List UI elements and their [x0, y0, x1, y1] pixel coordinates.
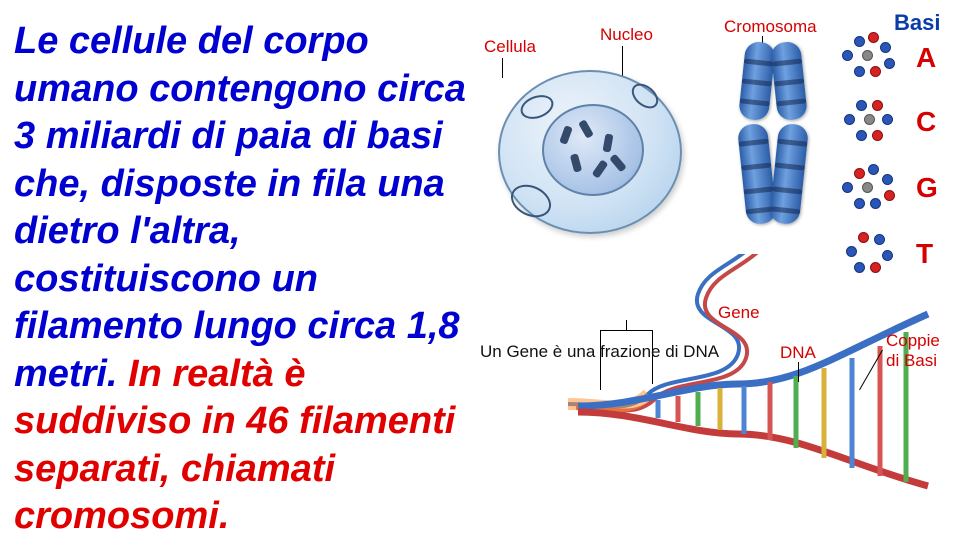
chromatin: [602, 133, 613, 152]
page: Le cellule del corpo umano contengono ci…: [0, 0, 959, 522]
base-molecule-g: [840, 164, 896, 212]
base-molecule-a: [840, 32, 896, 80]
chromatin: [559, 125, 573, 145]
chromatin: [570, 153, 582, 172]
text-blue: Le cellule del corpo umano contengono ci…: [14, 20, 466, 395]
dna-svg: [488, 254, 944, 494]
chromatin: [592, 159, 609, 178]
diagram-column: Cellula Nucleo Cromosoma Basi: [480, 0, 959, 522]
base-letter-g: G: [916, 172, 938, 204]
chromatin: [578, 119, 594, 139]
label-cromosoma: Cromosoma: [724, 18, 817, 35]
label-cellula: Cellula: [484, 38, 536, 55]
main-paragraph: Le cellule del corpo umano contengono ci…: [14, 18, 470, 541]
base-letter-c: C: [916, 106, 936, 138]
chromatin: [609, 154, 627, 173]
gene-caption: Un Gene è una frazione di DNA: [480, 342, 719, 362]
leader-dna: [798, 362, 799, 382]
label-dna: DNA: [780, 344, 816, 361]
label-nucleo: Nucleo: [600, 26, 653, 43]
bracket-top: [600, 330, 652, 331]
dna-diagram: Cellula Nucleo Cromosoma Basi: [480, 6, 950, 516]
text-column: Le cellule del corpo umano contengono ci…: [0, 0, 480, 522]
base-letter-a: A: [916, 42, 936, 74]
dna-strand: Gene Un Gene è una frazione di DNA DNA C…: [488, 254, 944, 494]
leader-cellula: [502, 58, 503, 78]
label-basi: Basi: [894, 12, 940, 34]
base-molecule-c: [840, 98, 896, 146]
label-coppie: Coppie: [886, 332, 940, 349]
label-dibasi: di Basi: [886, 352, 937, 369]
bracket-stem: [626, 320, 627, 330]
nucleus-icon: [542, 104, 644, 196]
label-gene: Gene: [718, 304, 760, 321]
chromosome-icon: [736, 38, 810, 226]
